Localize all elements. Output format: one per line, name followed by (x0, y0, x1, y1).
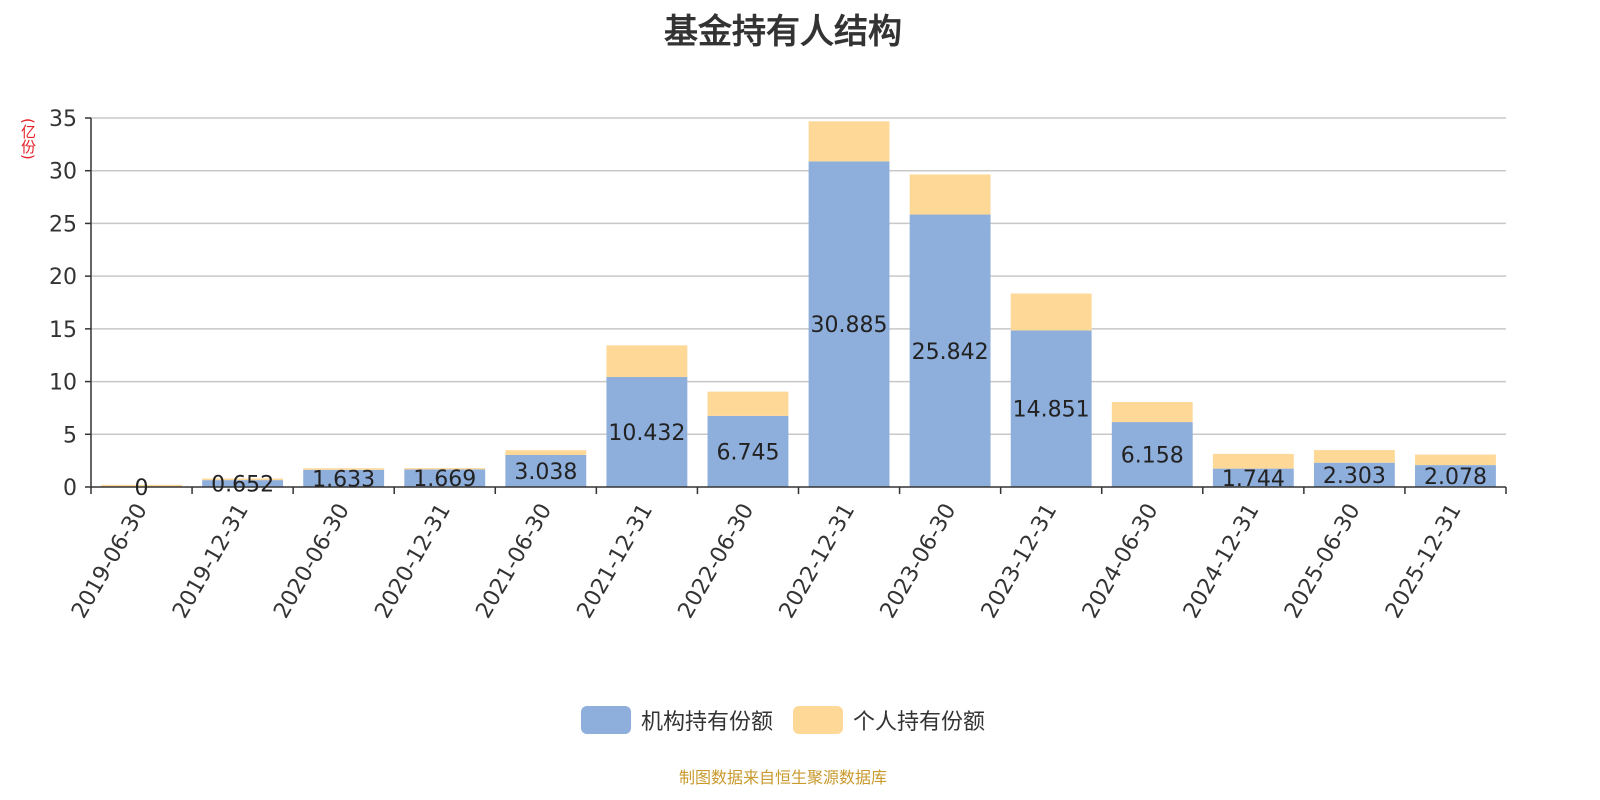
x-tick-label: 2021-12-31 (573, 500, 659, 623)
bar-individual (101, 484, 182, 487)
y-tick-label: 5 (63, 423, 77, 448)
y-tick-label: 25 (49, 212, 77, 237)
data-labels: 0 0.652 1.633 1.669 3.038 10.432 6.745 30.885 25… (135, 313, 1487, 501)
bar-institutional (1415, 465, 1496, 487)
x-tick-label: 2025-06-30 (1280, 500, 1366, 623)
y-tick-label: 15 (49, 318, 77, 343)
y-tick-label: 20 (49, 265, 77, 290)
legend-label-individual: 个人持有份额 (853, 710, 986, 735)
x-tick-label: 2021-06-30 (471, 500, 557, 623)
bar-individual (404, 468, 486, 470)
legend-item-institutional[interactable]: 机构持有份额 (580, 704, 773, 736)
bar-institutional (1313, 462, 1395, 487)
data-label: 10.432 (608, 421, 685, 446)
bar-institutional (1010, 330, 1092, 487)
y-tick-label: 0 (63, 476, 77, 501)
bar-individual (909, 174, 991, 215)
data-label: 1.633 (312, 467, 375, 492)
x-tick-label: 2024-12-31 (1179, 500, 1265, 623)
x-tick-label: 2024-06-30 (1078, 500, 1164, 623)
bar-institutional (1212, 468, 1294, 487)
x-tick-label: 2020-06-30 (269, 500, 355, 623)
data-label: 14.851 (1013, 398, 1090, 423)
bar-individual (707, 391, 789, 416)
gridlines (91, 117, 1506, 436)
data-label: 6.745 (716, 440, 779, 465)
source-note: 制图数据来自恒生聚源数据库 (678, 768, 887, 787)
bar-individual (202, 478, 284, 481)
bar-institutional (1111, 422, 1193, 487)
chart-title: 基金持有人结构 (664, 12, 902, 52)
x-tick-label: 2022-06-30 (674, 500, 760, 623)
bar-individual (303, 468, 385, 470)
legend-label-institutional: 机构持有份额 (640, 710, 773, 735)
y-axis-label: (亿份) (19, 118, 37, 160)
data-label: 6.158 (1121, 444, 1184, 469)
x-tick-label: 2020-12-31 (370, 500, 456, 623)
legend-item-individual[interactable]: 个人持有份额 (793, 704, 985, 736)
bar-individual (1111, 402, 1193, 423)
y-tick-label: 30 (49, 160, 77, 185)
bar-institutional (808, 161, 890, 487)
data-label: 2.303 (1323, 464, 1386, 489)
data-label: 0.652 (211, 473, 274, 498)
bar-individual (606, 345, 688, 378)
legend-swatch-institutional (580, 706, 631, 734)
y-tick-label: 10 (49, 371, 77, 396)
bar-individual (1010, 293, 1092, 331)
x-tick-label: 2022-12-31 (775, 500, 861, 623)
x-tick-label: 2023-12-31 (977, 500, 1063, 623)
bar-institutional (505, 454, 587, 487)
axes: 0 5 10 15 20 25 30 35 2019-06-30 2019-12-31 2020-0… (49, 107, 1507, 623)
bar-institutional (707, 415, 789, 487)
x-tick-label: 2019-06-30 (67, 500, 153, 623)
bar-institutional (202, 480, 284, 487)
data-label: 30.885 (811, 313, 888, 338)
data-label: 2.078 (1424, 465, 1487, 490)
data-label: 25.842 (912, 340, 989, 365)
legend: 机构持有份额 个人持有份额 (0, 704, 1566, 736)
bar-institutional (909, 214, 991, 487)
bar-institutional (404, 469, 486, 487)
x-tick-label: 2025-12-31 (1381, 500, 1467, 623)
x-tick-label: 2019-12-31 (168, 500, 254, 623)
bar-individual (1415, 454, 1496, 466)
bar-institutional (303, 469, 385, 487)
bar-individual (1313, 450, 1395, 463)
data-label: 1.669 (413, 467, 476, 492)
data-label: 0 (135, 476, 149, 501)
bar-individual (808, 121, 890, 162)
data-label: 1.744 (1222, 467, 1285, 492)
bar-individual (1212, 453, 1294, 469)
data-label: 3.038 (514, 460, 577, 485)
y-tick-label: 35 (49, 107, 77, 132)
bar-institutional (606, 377, 688, 487)
bar-individual (505, 450, 587, 455)
x-tick-label: 2023-06-30 (876, 500, 962, 623)
bars (101, 121, 1496, 487)
legend-swatch-individual (793, 706, 843, 734)
